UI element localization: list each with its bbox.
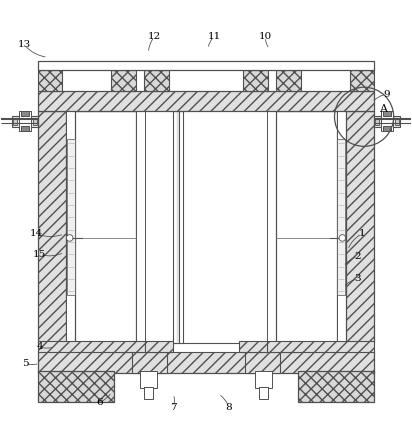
Bar: [37, 111, 66, 342]
Bar: [173, 111, 177, 342]
Text: 5: 5: [22, 359, 29, 368]
Bar: [298, 371, 375, 402]
Bar: [383, 126, 391, 131]
Text: 13: 13: [18, 40, 31, 50]
Bar: [267, 342, 375, 352]
Bar: [132, 351, 167, 373]
Bar: [245, 351, 280, 373]
Text: 3: 3: [355, 275, 361, 284]
Bar: [259, 387, 268, 399]
Bar: [144, 70, 169, 91]
Bar: [395, 118, 399, 124]
Bar: [21, 111, 29, 116]
Bar: [75, 111, 136, 342]
Bar: [66, 111, 75, 342]
Bar: [350, 70, 375, 91]
Text: 15: 15: [33, 250, 46, 259]
Text: 14: 14: [30, 229, 43, 238]
Bar: [243, 70, 268, 91]
Bar: [37, 342, 145, 352]
Bar: [337, 111, 346, 342]
Text: 11: 11: [208, 32, 221, 41]
Bar: [382, 112, 393, 131]
Bar: [19, 112, 30, 131]
Bar: [21, 126, 29, 131]
Bar: [37, 62, 375, 70]
Bar: [67, 140, 75, 295]
Bar: [346, 111, 375, 342]
Bar: [255, 371, 272, 388]
Bar: [33, 118, 37, 124]
Text: 10: 10: [259, 32, 272, 41]
Text: 12: 12: [148, 32, 162, 41]
Bar: [140, 371, 157, 388]
Bar: [37, 371, 114, 402]
Bar: [383, 111, 391, 116]
Text: 7: 7: [170, 403, 176, 412]
Bar: [177, 111, 179, 342]
Bar: [12, 116, 37, 127]
Bar: [144, 387, 153, 399]
Text: A: A: [379, 104, 386, 113]
Text: 4: 4: [36, 342, 43, 351]
Circle shape: [66, 235, 73, 241]
Text: 1: 1: [359, 229, 365, 238]
Bar: [179, 111, 183, 342]
Bar: [13, 118, 17, 124]
Bar: [337, 140, 345, 295]
Bar: [112, 342, 300, 352]
Bar: [267, 111, 276, 342]
Bar: [111, 70, 136, 91]
Bar: [136, 111, 145, 342]
Text: 9: 9: [383, 90, 390, 99]
Text: 8: 8: [225, 403, 232, 412]
Bar: [276, 70, 301, 91]
Bar: [37, 70, 62, 91]
Bar: [375, 118, 379, 124]
Bar: [375, 116, 400, 127]
Text: 6: 6: [96, 398, 103, 407]
Bar: [239, 342, 267, 352]
Bar: [37, 351, 375, 373]
Bar: [276, 111, 337, 342]
Bar: [37, 91, 375, 111]
Circle shape: [339, 235, 346, 241]
Bar: [145, 342, 173, 352]
Text: 2: 2: [355, 252, 361, 261]
